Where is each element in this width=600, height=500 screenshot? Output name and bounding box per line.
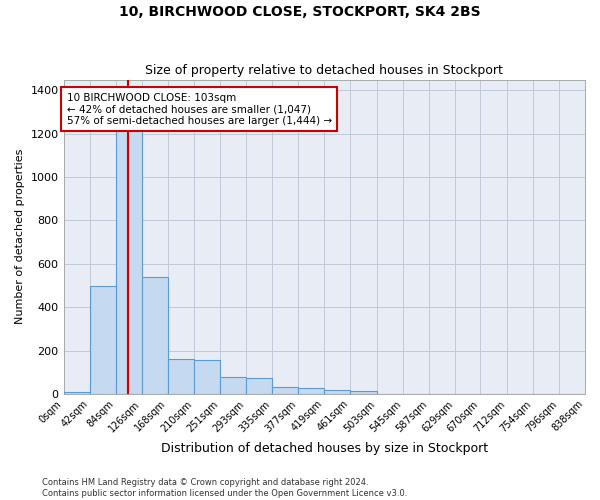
Bar — [89, 286, 116, 394]
Bar — [64, 392, 89, 394]
Bar — [116, 101, 142, 394]
Bar — [350, 392, 377, 394]
Bar — [298, 388, 324, 394]
Bar — [272, 388, 298, 394]
Bar — [168, 359, 194, 394]
Bar — [246, 378, 272, 394]
Text: Contains HM Land Registry data © Crown copyright and database right 2024.
Contai: Contains HM Land Registry data © Crown c… — [42, 478, 407, 498]
Bar — [142, 277, 168, 394]
Title: Size of property relative to detached houses in Stockport: Size of property relative to detached ho… — [145, 64, 503, 77]
Bar — [194, 360, 220, 394]
Bar — [220, 376, 246, 394]
Y-axis label: Number of detached properties: Number of detached properties — [15, 149, 25, 324]
Bar — [324, 390, 350, 394]
X-axis label: Distribution of detached houses by size in Stockport: Distribution of detached houses by size … — [161, 442, 488, 455]
Text: 10, BIRCHWOOD CLOSE, STOCKPORT, SK4 2BS: 10, BIRCHWOOD CLOSE, STOCKPORT, SK4 2BS — [119, 5, 481, 19]
Text: 10 BIRCHWOOD CLOSE: 103sqm
← 42% of detached houses are smaller (1,047)
57% of s: 10 BIRCHWOOD CLOSE: 103sqm ← 42% of deta… — [67, 92, 332, 126]
